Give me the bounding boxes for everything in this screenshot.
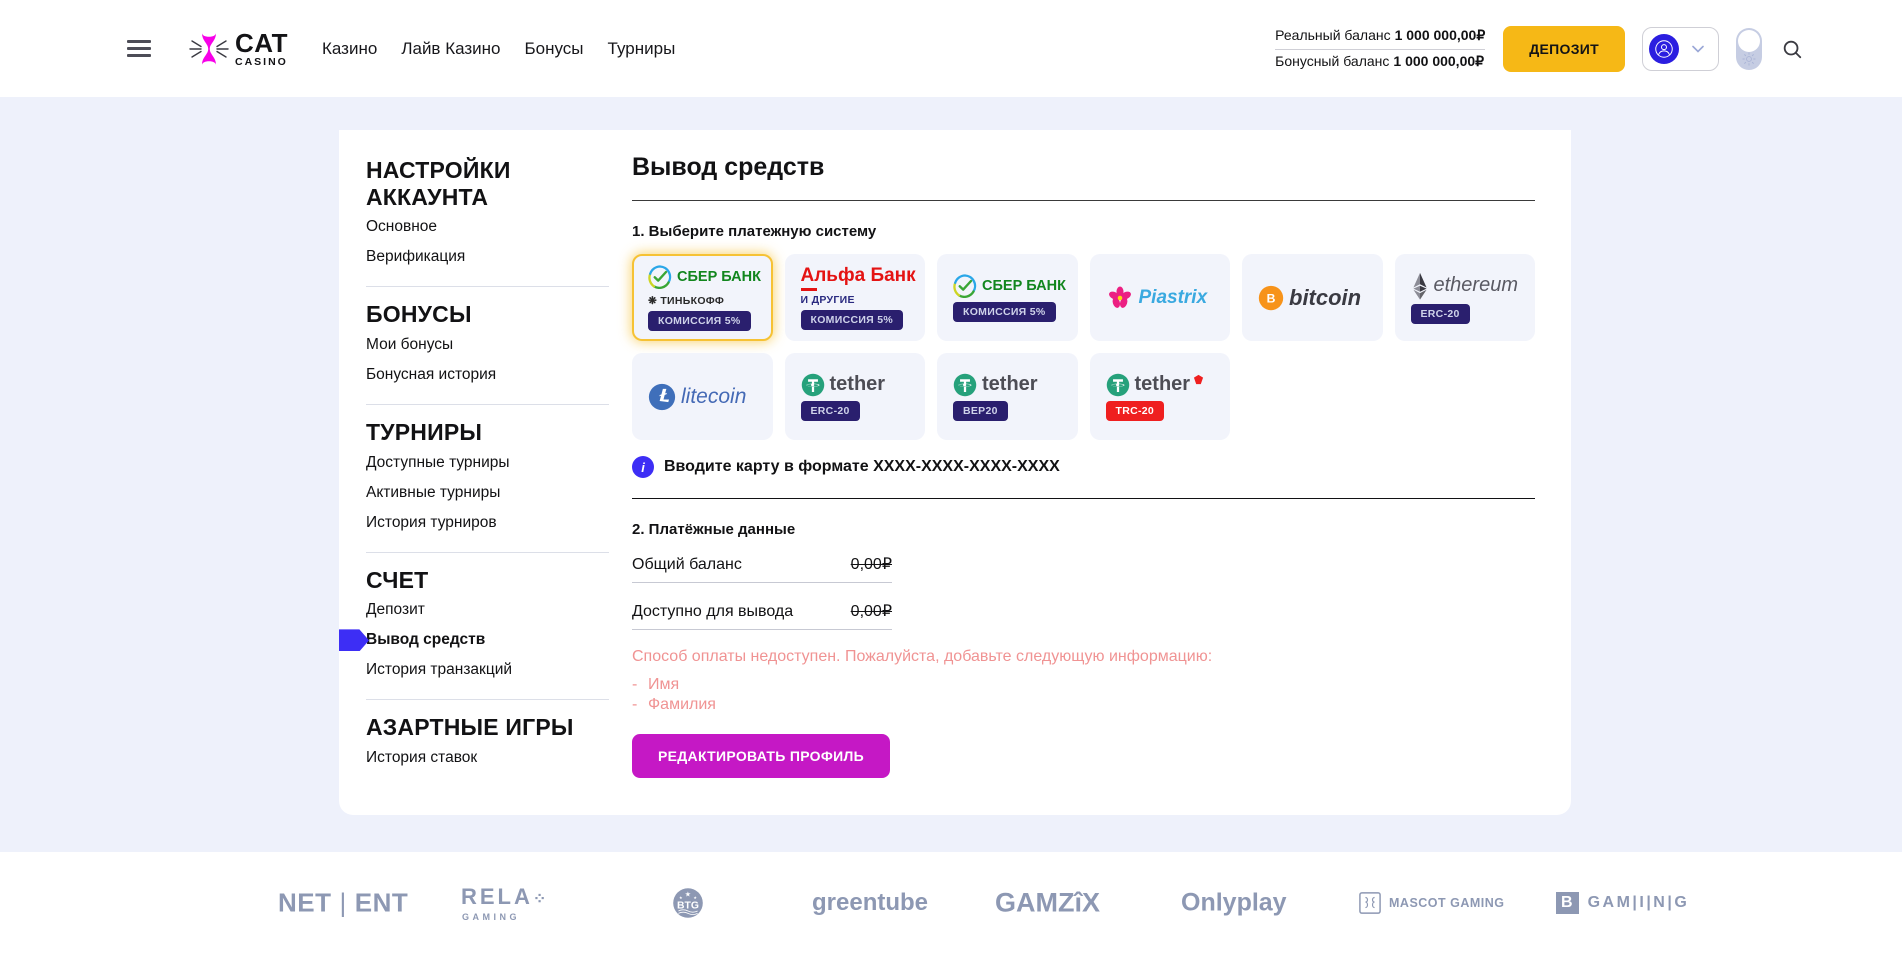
svg-text:★: ★ <box>679 895 683 900</box>
svg-text:★: ★ <box>685 890 691 899</box>
svg-text:★: ★ <box>693 895 697 900</box>
svg-text:B: B <box>1267 291 1276 305</box>
